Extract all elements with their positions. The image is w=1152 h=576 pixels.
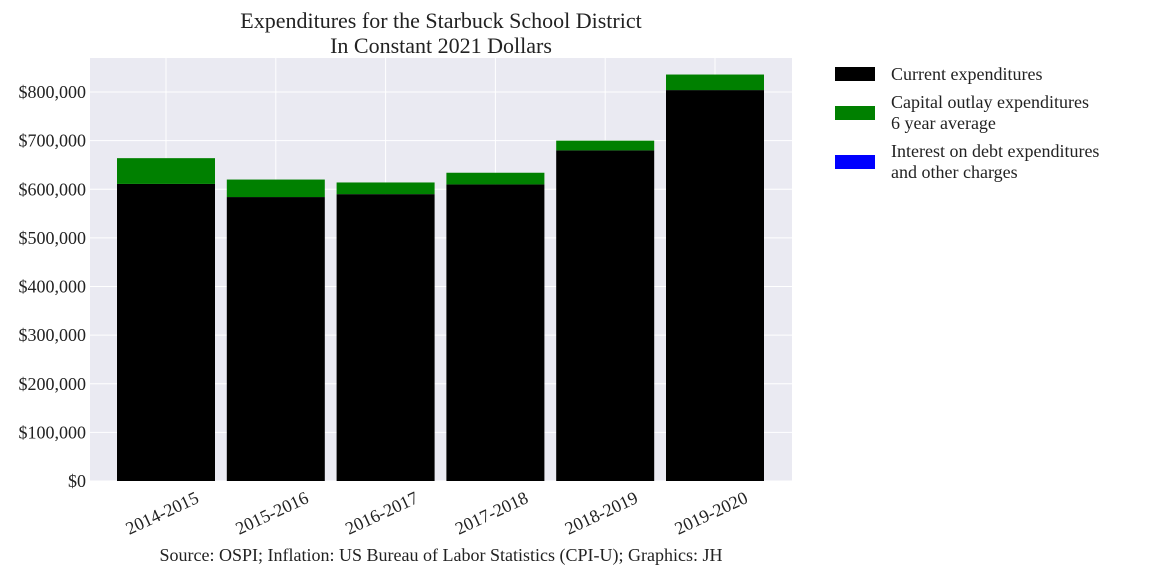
bar-segment [336,182,435,195]
bar-segment [226,197,325,481]
bar-segment [117,183,215,481]
legend-label: 6 year average [891,113,996,133]
y-axis: $0 $100,000 $200,000 $300,000 $400,000 $500,0… [19,82,87,491]
legend-swatch [835,67,875,81]
bar-segment [556,140,655,151]
bars [117,74,764,481]
legend-label: Interest on debt expenditures [891,141,1099,161]
bar-segment [666,74,764,91]
y-tick-label: $400,000 [19,277,87,297]
y-tick-label: $800,000 [19,82,87,102]
legend: Current expenditures Capital outlay expen… [835,64,1099,182]
y-tick-label: $700,000 [19,131,87,151]
y-tick-label: $100,000 [19,422,87,442]
chart-title: Expenditures for the Starbuck School Dis… [240,8,641,58]
y-tick-label: $600,000 [19,179,87,199]
y-tick-label: $0 [68,471,86,491]
chart-title-line: In Constant 2021 Dollars [330,33,552,58]
y-tick-label: $200,000 [19,374,87,394]
bar-segment [226,179,325,198]
x-axis: 2014-2015 2015-2016 2016-2017 2017-2018 2018… [123,487,751,538]
bar-segment [666,90,764,481]
chart-title-line: Expenditures for the Starbuck School Dis… [240,8,641,33]
x-tick-label: 2017-2018 [452,487,531,538]
bar-segment [446,172,545,185]
x-tick-label: 2018-2019 [562,487,641,538]
legend-swatch [835,155,875,169]
legend-label: Current expenditures [891,64,1042,84]
bar-segment [556,150,655,481]
source-note: Source: OSPI; Inflation: US Bureau of La… [160,545,723,566]
bar-segment [336,194,435,481]
y-tick-label: $300,000 [19,325,87,345]
legend-swatch [835,106,875,120]
bar-segment [117,158,215,184]
bar-segment [446,184,545,481]
x-tick-label: 2016-2017 [342,487,421,538]
x-tick-label: 2014-2015 [123,487,202,538]
y-tick-label: $500,000 [19,228,87,248]
legend-label: and other charges [891,162,1018,182]
legend-label: Capital outlay expenditures [891,92,1089,112]
x-tick-label: 2019-2020 [672,487,751,538]
x-tick-label: 2015-2016 [232,487,311,538]
